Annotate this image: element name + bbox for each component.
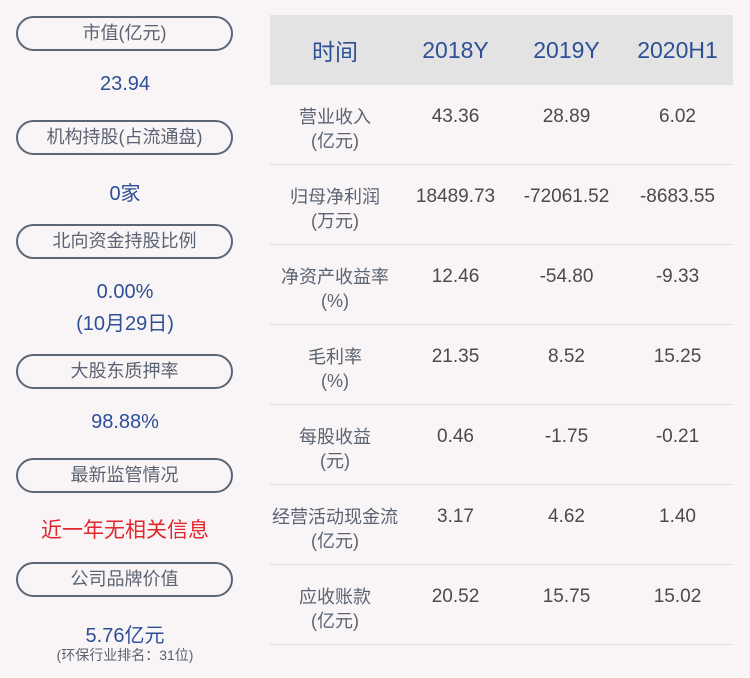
table-header: 时间 2018Y 2019Y 2020H1 bbox=[270, 15, 733, 85]
metric-unit: (%) bbox=[321, 371, 349, 391]
regulatory-status-label: 最新监管情况 bbox=[16, 458, 233, 493]
cell-2019y: 8.52 bbox=[548, 346, 585, 367]
cell-2018y: 3.17 bbox=[437, 506, 474, 527]
cell-2019y: 4.62 bbox=[548, 506, 585, 527]
row-label: 毛利率 (%) bbox=[270, 325, 400, 393]
row-label: 应收账款 (亿元) bbox=[270, 565, 400, 633]
cell-2019y: 15.75 bbox=[542, 586, 591, 607]
brand-value-value: 5.76亿元 bbox=[85, 625, 165, 647]
pledge-ratio-label: 大股东质押率 bbox=[16, 354, 233, 389]
table-row: 每股收益 (元) 0.46 -1.75 -0.21 bbox=[270, 405, 733, 485]
metric-unit: (亿元) bbox=[311, 611, 359, 631]
cell-2020h1: 6.02 bbox=[659, 106, 696, 127]
cell-2020h1: 1.40 bbox=[659, 506, 696, 527]
northbound-ratio-date: (10月29日) bbox=[76, 313, 174, 335]
metric-unit: (万元) bbox=[311, 211, 359, 231]
market-cap-label: 市值(亿元) bbox=[16, 16, 233, 51]
cell-2020h1: -0.21 bbox=[655, 426, 700, 447]
metric-name: 应收账款 bbox=[299, 587, 371, 607]
metric-unit: (%) bbox=[321, 291, 349, 311]
metric-name: 归母净利润 bbox=[290, 187, 380, 207]
financial-table: 时间 2018Y 2019Y 2020H1 营业收入 (亿元) 43.36 28.… bbox=[270, 15, 733, 645]
institutional-holding-value: 0家 bbox=[109, 183, 141, 205]
regulatory-status-value: 近一年无相关信息 bbox=[41, 519, 209, 542]
metric-name: 净资产收益率 bbox=[281, 267, 389, 287]
pledge-ratio-value: 98.88% bbox=[91, 411, 159, 433]
cell-2018y: 20.52 bbox=[431, 586, 480, 607]
cell-2018y: 18489.73 bbox=[415, 186, 496, 207]
cell-2019y: 28.89 bbox=[542, 106, 591, 127]
table-row: 经营活动现金流 (亿元) 3.17 4.62 1.40 bbox=[270, 485, 733, 565]
left-summary-panel: 市值(亿元) 23.94 机构持股(占流通盘) 0家 北向资金持股比例 0.00… bbox=[0, 0, 250, 678]
cell-2019y: -72061.52 bbox=[523, 186, 610, 207]
row-label: 净资产收益率 (%) bbox=[270, 245, 400, 313]
cell-2020h1: 15.25 bbox=[653, 346, 702, 367]
cell-2020h1: -8683.55 bbox=[639, 186, 715, 207]
cell-2018y: 43.36 bbox=[431, 106, 480, 127]
institutional-holding-label: 机构持股(占流通盘) bbox=[16, 120, 233, 155]
metric-name: 每股收益 bbox=[299, 427, 371, 447]
table-row: 净资产收益率 (%) 12.46 -54.80 -9.33 bbox=[270, 245, 733, 325]
cell-2020h1: -9.33 bbox=[655, 266, 700, 287]
header-time: 时间 bbox=[312, 39, 358, 65]
table-row: 毛利率 (%) 21.35 8.52 15.25 bbox=[270, 325, 733, 405]
metric-name: 毛利率 bbox=[308, 347, 362, 367]
table-row: 归母净利润 (万元) 18489.73 -72061.52 -8683.55 bbox=[270, 165, 733, 245]
table-row: 应收账款 (亿元) 20.52 15.75 15.02 bbox=[270, 565, 733, 645]
metric-name: 经营活动现金流 bbox=[272, 507, 398, 527]
cell-2018y: 0.46 bbox=[437, 426, 474, 447]
row-label: 营业收入 (亿元) bbox=[270, 85, 400, 153]
market-cap-value: 23.94 bbox=[99, 73, 151, 95]
header-2020h1: 2020H1 bbox=[637, 36, 718, 63]
metric-name: 营业收入 bbox=[299, 107, 371, 127]
row-label: 归母净利润 (万元) bbox=[270, 165, 400, 233]
cell-2019y: -1.75 bbox=[544, 426, 589, 447]
brand-value-rank-note: (环保行业排名：31位) bbox=[56, 647, 194, 663]
brand-value-label: 公司品牌价值 bbox=[16, 562, 233, 597]
cell-2018y: 12.46 bbox=[431, 266, 480, 287]
cell-2019y: -54.80 bbox=[539, 266, 594, 287]
row-label: 经营活动现金流 (亿元) bbox=[270, 485, 400, 553]
cell-2020h1: 15.02 bbox=[653, 586, 702, 607]
metric-unit: (亿元) bbox=[311, 531, 359, 551]
northbound-ratio-value: 0.00% bbox=[96, 281, 154, 303]
table-row: 营业收入 (亿元) 43.36 28.89 6.02 bbox=[270, 85, 733, 165]
header-2019y: 2019Y bbox=[533, 36, 600, 63]
metric-unit: (亿元) bbox=[311, 131, 359, 151]
header-2018y: 2018Y bbox=[422, 36, 489, 63]
northbound-ratio-label: 北向资金持股比例 bbox=[16, 224, 233, 259]
cell-2018y: 21.35 bbox=[431, 346, 480, 367]
row-label: 每股收益 (元) bbox=[270, 405, 400, 473]
metric-unit: (元) bbox=[320, 451, 350, 471]
